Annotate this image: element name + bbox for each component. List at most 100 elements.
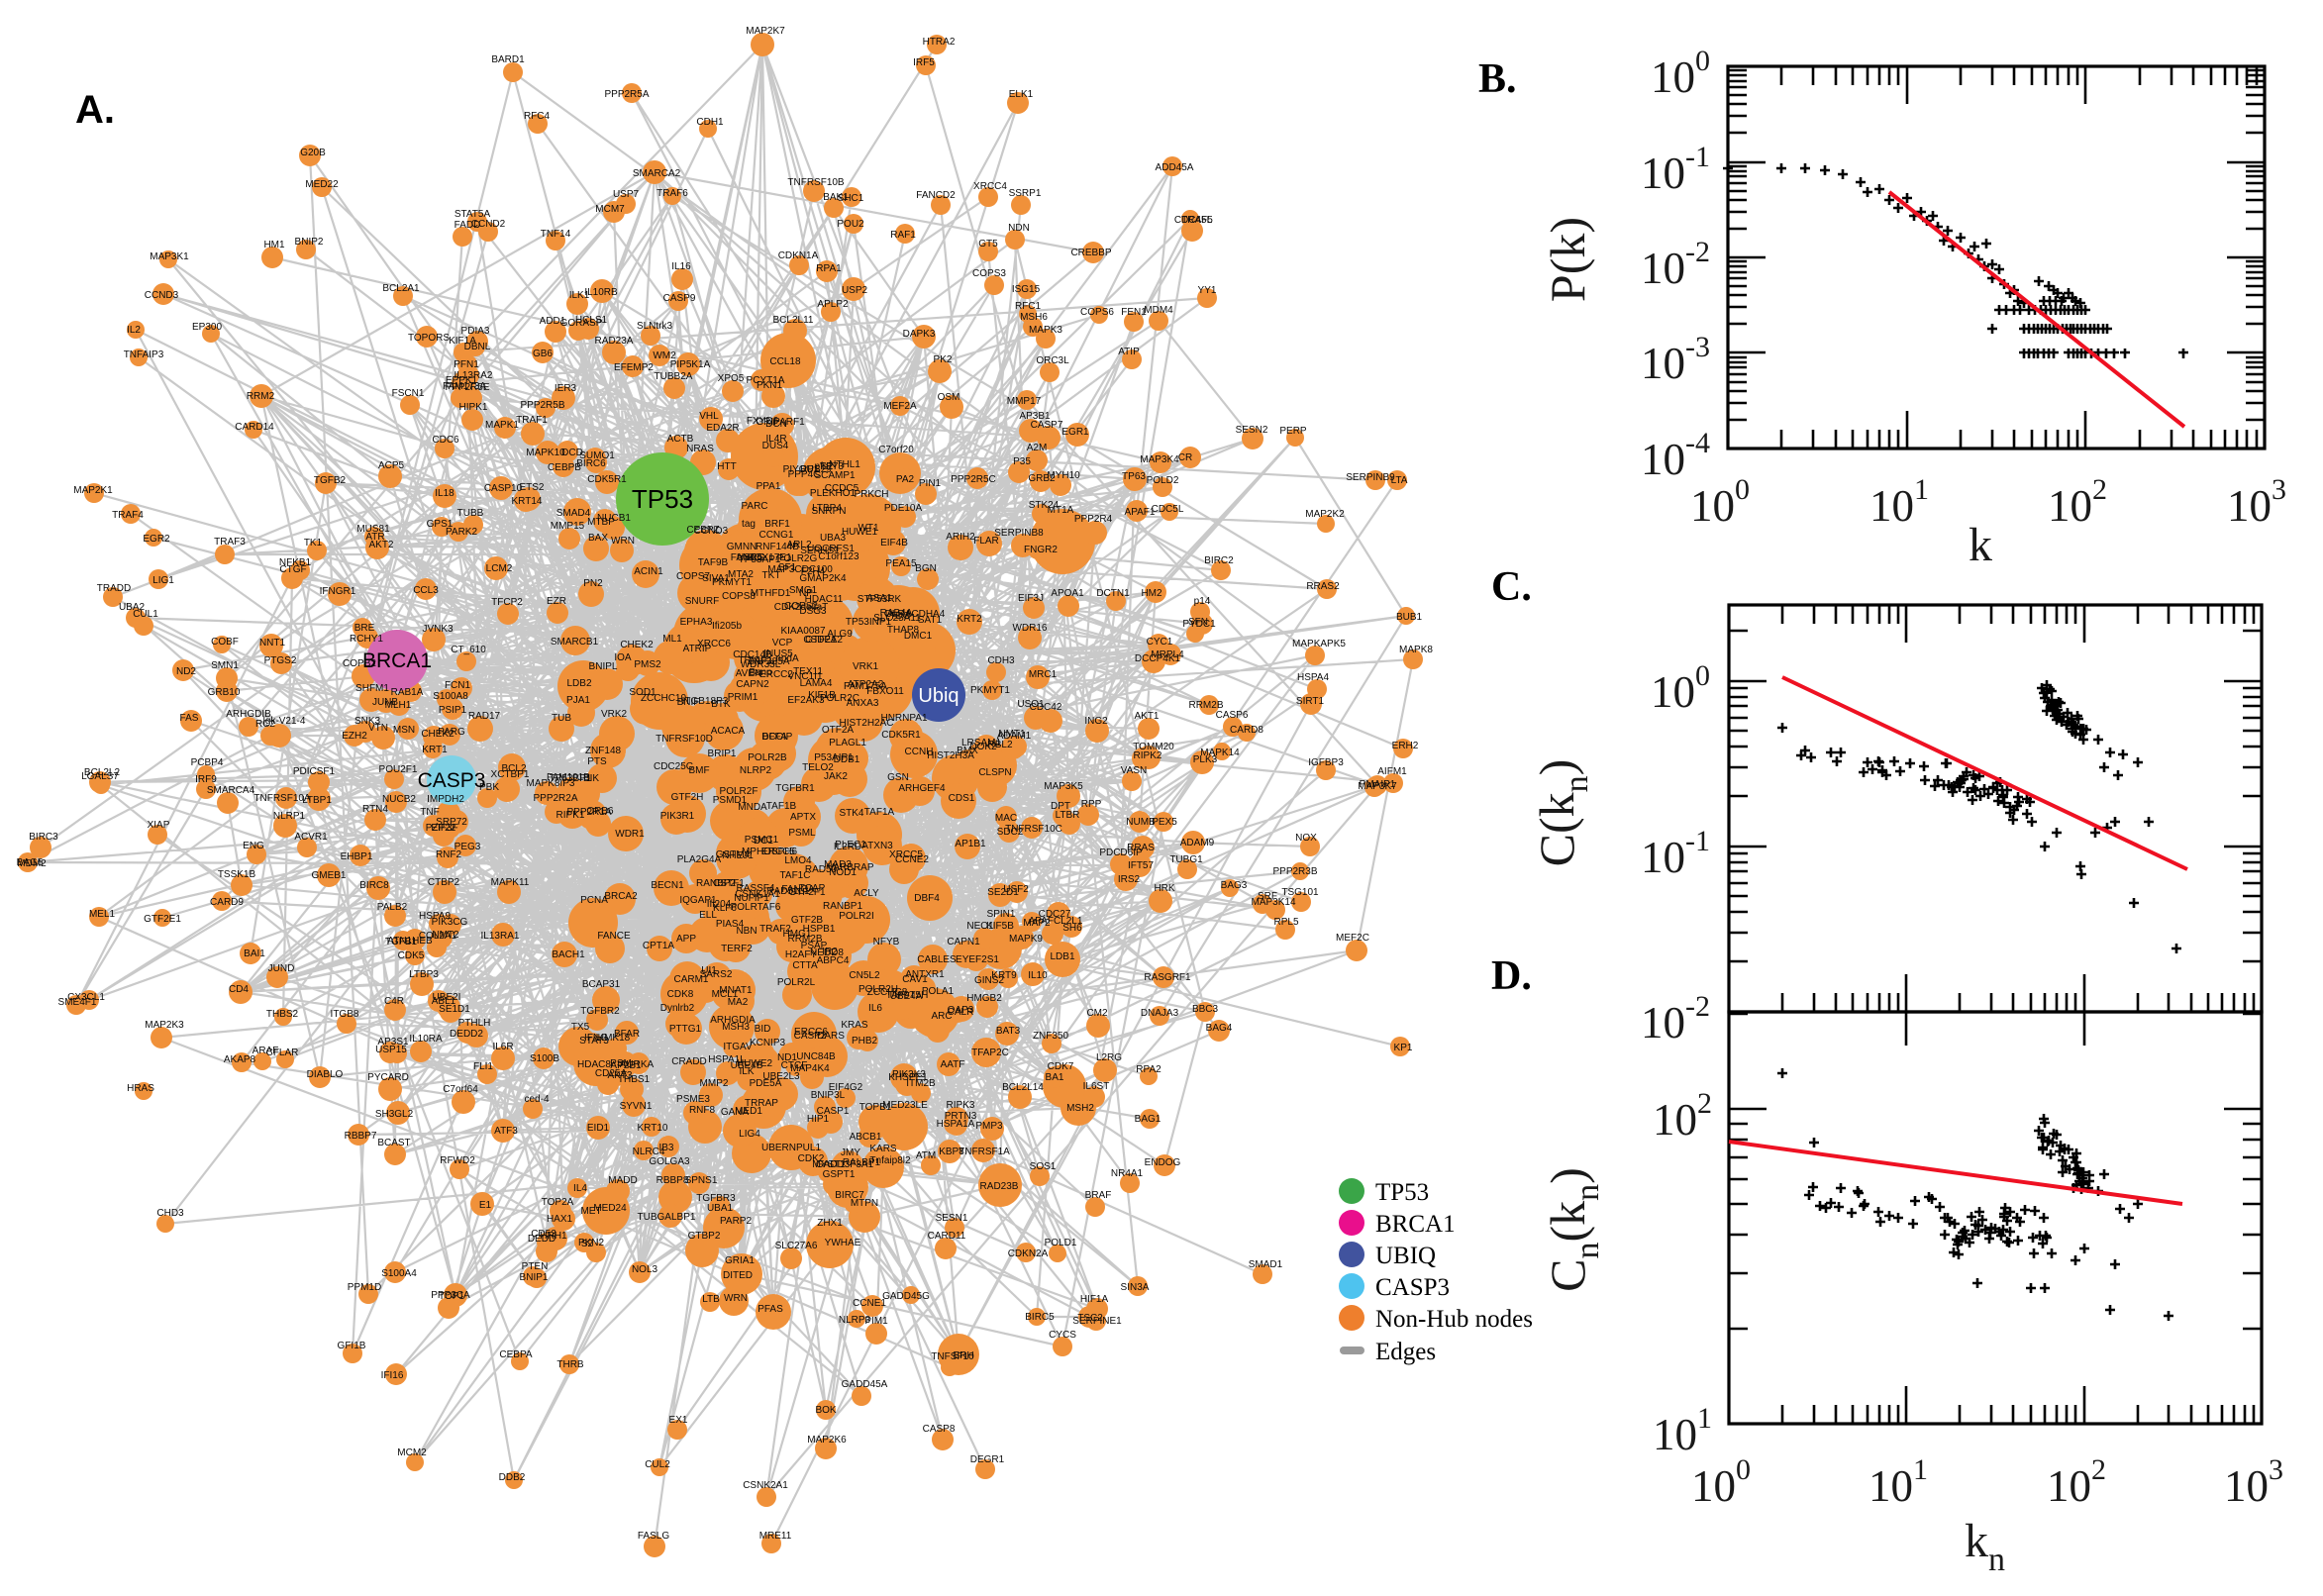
svg-text:PALB2: PALB2 <box>377 902 408 913</box>
svg-text:GRB2: GRB2 <box>1028 473 1056 484</box>
svg-text:IOA: IOA <box>614 652 632 663</box>
svg-text:TNFSF10: TNFSF10 <box>931 1351 974 1362</box>
svg-text:CR: CR <box>1178 452 1192 463</box>
svg-text:SRF: SRF <box>1258 891 1277 902</box>
svg-text:DNAJA3: DNAJA3 <box>1141 1008 1179 1019</box>
svg-text:RIPK2: RIPK2 <box>1134 750 1162 761</box>
svg-text:RAD17: RAD17 <box>468 711 501 722</box>
svg-text:ARIH2: ARIH2 <box>946 532 975 543</box>
svg-text:CASP6: CASP6 <box>1216 710 1249 721</box>
svg-text:SPIN1: SPIN1 <box>987 909 1016 920</box>
svg-text:CUL1: CUL1 <box>133 609 158 620</box>
svg-text:BECN1: BECN1 <box>651 880 684 891</box>
svg-text:TRAF1: TRAF1 <box>516 415 548 426</box>
svg-text:HRAS: HRAS <box>127 1083 154 1094</box>
svg-text:XIAP: XIAP <box>148 820 170 831</box>
svg-text:RNF8: RNF8 <box>689 1105 716 1116</box>
svg-text:RNF144B: RNF144B <box>756 542 799 552</box>
svg-text:GADD45A: GADD45A <box>842 1379 888 1390</box>
svg-text:HNRNPA1: HNRNPA1 <box>880 713 927 724</box>
svg-text:S2: S2 <box>581 1239 594 1249</box>
svg-text:L2RG: L2RG <box>1096 1052 1122 1063</box>
svg-text:TRAF3: TRAF3 <box>214 537 246 548</box>
svg-text:ATXN3: ATXN3 <box>861 841 893 851</box>
svg-text:ABCB1: ABCB1 <box>850 1132 882 1143</box>
svg-text:BCL2: BCL2 <box>501 763 526 774</box>
svg-text:DLRACDHA4: DLRACDHA4 <box>885 609 946 620</box>
svg-text:DDB1: DDB1 <box>834 754 860 765</box>
svg-text:HRK: HRK <box>1154 883 1174 894</box>
svg-text:MUS81: MUS81 <box>356 524 390 535</box>
svg-text:FANCE: FANCE <box>597 931 631 942</box>
svg-text:BAK1: BAK1 <box>823 192 849 203</box>
svg-text:MAP3K7: MAP3K7 <box>1358 781 1397 792</box>
svg-text:TP73: TP73 <box>820 461 844 472</box>
svg-text:AVEN: AVEN <box>736 668 762 679</box>
svg-text:NEDD8: NEDD8 <box>810 948 844 958</box>
svg-text:GMNN: GMNN <box>727 542 758 552</box>
svg-text:HIP1: HIP1 <box>807 1114 830 1125</box>
svg-text:POLR2L: POLR2L <box>777 977 816 988</box>
svg-text:NLRP2: NLRP2 <box>740 765 772 776</box>
svg-text:TCAP: TCAP <box>799 883 826 894</box>
svg-text:MED24: MED24 <box>593 1203 627 1214</box>
svg-text:CDK8: CDK8 <box>667 989 694 1000</box>
svg-text:EDA2R: EDA2R <box>706 423 739 434</box>
svg-text:PRTN3: PRTN3 <box>945 1111 977 1122</box>
svg-text:GRIPARF1: GRIPARF1 <box>756 417 805 428</box>
svg-text:OTF2A: OTF2A <box>822 725 855 736</box>
svg-text:VNC1I1: VNC1I1 <box>787 671 822 682</box>
svg-text:BMF: BMF <box>688 765 709 776</box>
svg-text:PEX5: PEX5 <box>1152 817 1177 828</box>
svg-text:HIF1A: HIF1A <box>1080 1294 1109 1305</box>
svg-text:ISG15: ISG15 <box>1012 284 1041 295</box>
svg-text:ABPC4: ABPC4 <box>817 955 850 966</box>
svg-text:SESN1: SESN1 <box>936 1213 968 1224</box>
svg-text:MYH10: MYH10 <box>1047 470 1080 481</box>
svg-text:COPS3: COPS3 <box>972 268 1006 279</box>
svg-text:NNT1: NNT1 <box>259 638 286 648</box>
svg-text:GOLGA3: GOLGA3 <box>649 1156 690 1167</box>
svg-text:SERPINB8: SERPINB8 <box>994 528 1044 539</box>
svg-text:IL6R: IL6R <box>492 1042 513 1052</box>
svg-text:CARD9: CARD9 <box>210 897 244 908</box>
svg-text:CREBBP: CREBBP <box>1070 248 1111 258</box>
svg-text:GTF2B: GTF2B <box>791 915 824 926</box>
svg-text:PLEC1: PLEC1 <box>835 840 866 850</box>
svg-text:ATN1HEB: ATN1HEB <box>387 936 433 947</box>
svg-text:IL16: IL16 <box>671 261 691 272</box>
svg-text:RPS29: RPS29 <box>800 464 832 475</box>
svg-text:ADD45A: ADD45A <box>1156 162 1194 173</box>
svg-text:APAF1: APAF1 <box>1125 507 1156 518</box>
svg-text:FAM173A: FAM173A <box>443 381 486 392</box>
svg-text:IQGAP1: IQGAP1 <box>679 895 717 906</box>
svg-text:UQCRFS1: UQCRFS1 <box>807 544 855 554</box>
svg-text:ELL: ELL <box>699 910 717 921</box>
svg-text:FAS: FAS <box>180 713 199 724</box>
svg-text:CLSPN: CLSPN <box>978 767 1011 778</box>
svg-text:PDCD6IP: PDCD6IP <box>1099 848 1143 858</box>
svg-text:PPP2R3B: PPP2R3B <box>1272 866 1317 877</box>
svg-text:PIK3R1: PIK3R1 <box>660 811 695 822</box>
svg-text:CDC14B: CDC14B <box>733 649 772 660</box>
svg-text:UI1: UI1 <box>701 965 717 976</box>
svg-text:TELO2: TELO2 <box>802 762 834 773</box>
svg-text:SF1: SF1 <box>778 562 797 573</box>
svg-text:IL2RD: IL2RD <box>834 842 861 852</box>
svg-text:SRP72: SRP72 <box>436 817 467 828</box>
svg-text:PYCARD: PYCARD <box>367 1072 409 1083</box>
svg-text:TNFRSF1A: TNFRSF1A <box>959 1147 1010 1157</box>
svg-text:C1orf123: C1orf123 <box>818 551 859 562</box>
svg-text:CDC27: CDC27 <box>1039 909 1071 920</box>
svg-text:FBXO11: FBXO11 <box>866 686 904 697</box>
svg-text:MLH1: MLH1 <box>385 700 412 711</box>
svg-text:PSMD1: PSMD1 <box>713 795 748 806</box>
svg-text:EF2AK3: EF2AK3 <box>787 695 825 706</box>
svg-text:COPS6: COPS6 <box>1080 307 1114 318</box>
svg-text:GSPT1: GSPT1 <box>823 1169 856 1180</box>
svg-text:G20B: G20B <box>300 148 326 158</box>
svg-text:DMC1: DMC1 <box>904 631 933 642</box>
svg-text:BUB1: BUB1 <box>1396 612 1423 623</box>
svg-text:CHEK2: CHEK2 <box>620 640 654 650</box>
svg-text:AP2B1: AP2B1 <box>610 1060 642 1071</box>
